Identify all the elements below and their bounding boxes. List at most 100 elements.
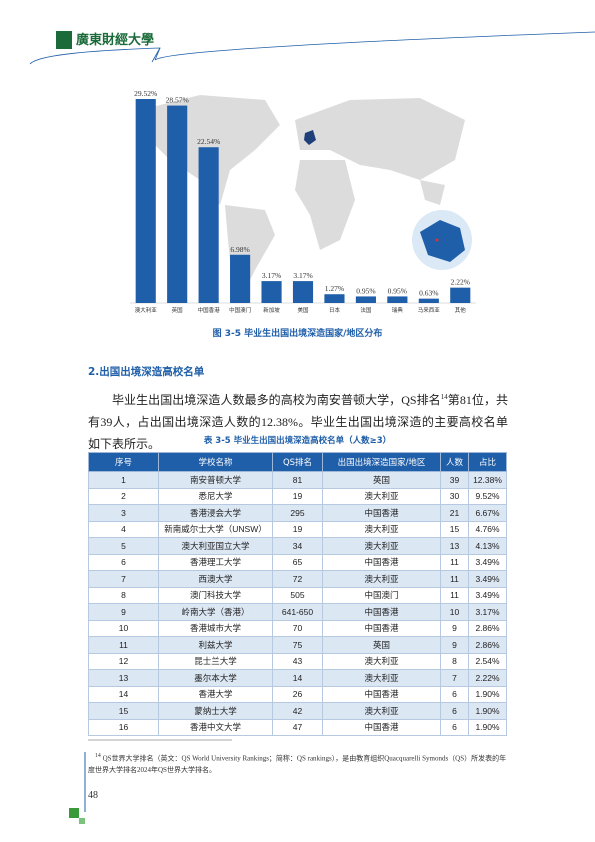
table-cell: 澳大利亚 <box>322 520 441 538</box>
table-row: 9 岭南大学（香港） 641-650 中国香港 10 3.17% <box>88 603 507 621</box>
table-cell: 21 <box>440 504 469 522</box>
table-cell: 11 <box>440 586 469 604</box>
table-row: 4 新南威尔士大学（UNSW） 19 澳大利亚 15 4.76% <box>88 520 507 538</box>
table-cell: 19 <box>272 520 323 538</box>
table-cell: 72 <box>272 570 323 588</box>
table-cell: 澳大利亚 <box>322 487 441 505</box>
table-cell: 70 <box>272 619 323 637</box>
table-cell: 6 <box>440 702 469 720</box>
table-cell: 3.49% <box>468 570 507 588</box>
table-cell: 13 <box>88 669 159 687</box>
table-cell: 11 <box>440 570 469 588</box>
world-map <box>140 95 465 300</box>
table-cell: 2.86% <box>468 619 507 637</box>
bar <box>418 298 439 303</box>
table-cell: 4 <box>88 520 159 538</box>
table-cell: 岭南大学（香港） <box>158 603 273 621</box>
table-cell: 新南威尔士大学（UNSW） <box>158 520 273 538</box>
value-label: 6.98% <box>230 245 249 254</box>
table-cell: 香港浸会大学 <box>158 504 273 522</box>
footnote-text: QS世界大学排名（英文：QS World University Rankings… <box>88 754 507 775</box>
corner-square <box>79 818 85 824</box>
table-cell: 43 <box>272 652 323 670</box>
column-header: 占比 <box>468 452 507 472</box>
x-tick-label: 其他 <box>455 306 467 314</box>
footnote: 14 QS世界大学排名（英文：QS World University Ranki… <box>88 750 508 776</box>
column-header: QS排名 <box>272 452 323 472</box>
table-cell: 中国香港 <box>322 718 441 736</box>
bar <box>135 99 156 303</box>
value-label: 3.17% <box>293 271 312 280</box>
value-label: 0.95% <box>388 286 407 295</box>
table-cell: 19 <box>272 487 323 505</box>
table-cell: 澳门科技大学 <box>158 586 273 604</box>
table-cell: 南安普顿大学 <box>158 471 273 489</box>
table-cell: 香港城市大学 <box>158 619 273 637</box>
table-cell: 西澳大学 <box>158 570 273 588</box>
table-cell: 6 <box>88 553 159 571</box>
table-cell: 香港理工大学 <box>158 553 273 571</box>
table-cell: 26 <box>272 685 323 703</box>
value-label: 0.95% <box>356 286 375 295</box>
table-cell: 4.13% <box>468 537 507 555</box>
footnote-ref: 14 <box>440 393 448 401</box>
page-number: 48 <box>88 790 98 801</box>
table-cell: 16 <box>88 718 159 736</box>
table-row: 7 西澳大学 72 澳大利亚 11 3.49% <box>88 570 507 588</box>
table-row: 16 香港中文大学 47 中国香港 6 1.90% <box>88 718 507 736</box>
table-cell: 42 <box>272 702 323 720</box>
table-cell: 4.76% <box>468 520 507 538</box>
table-cell: 8 <box>88 586 159 604</box>
value-label: 28.57% <box>166 96 189 105</box>
bar <box>167 105 188 304</box>
table-cell: 中国澳门 <box>322 586 441 604</box>
column-header: 出国出境深造国家/地区 <box>322 452 441 472</box>
table-cell: 47 <box>272 718 323 736</box>
table-cell: 295 <box>272 504 323 522</box>
table-cell: 中国香港 <box>322 504 441 522</box>
table-cell: 9.52% <box>468 487 507 505</box>
value-label: 22.54% <box>197 137 220 146</box>
table-cell: 蒙纳士大学 <box>158 702 273 720</box>
table-cell: 1.90% <box>468 685 507 703</box>
table-cell: 中国香港 <box>322 619 441 637</box>
table-cell: 2.86% <box>468 636 507 654</box>
text: 第81位，共有39人，占出国出境深造人数的12.38%。毕业生出国出境深造的主要… <box>88 393 508 451</box>
x-tick-label: 中国澳门 <box>229 306 251 314</box>
x-tick-label: 新加坡 <box>263 306 280 314</box>
column-header: 学校名称 <box>158 452 273 472</box>
table-cell: 5 <box>88 537 159 555</box>
bar <box>355 296 376 303</box>
x-tick-label: 英国 <box>172 306 184 314</box>
text: 毕业生出国出境深造人数最多的高校为南安普顿大学，QS排名 <box>112 393 441 407</box>
value-label: 29.52% <box>134 89 157 98</box>
section-heading: 2.出国出境深造高校名单 <box>88 366 205 378</box>
table-cell: 39 <box>440 471 469 489</box>
table-row: 10 香港城市大学 70 中国香港 9 2.86% <box>88 619 507 637</box>
table-cell: 1.90% <box>468 702 507 720</box>
table-cell: 中国香港 <box>322 603 441 621</box>
table-cell: 墨尔本大学 <box>158 669 273 687</box>
x-tick-label: 中国香港 <box>198 306 221 314</box>
table-cell: 澳大利亚 <box>322 702 441 720</box>
bar <box>230 254 251 303</box>
table-cell: 7 <box>88 570 159 588</box>
table-cell: 10 <box>88 619 159 637</box>
table-cell: 英国 <box>322 471 441 489</box>
header-curve <box>29 31 595 65</box>
table-cell: 悉尼大学 <box>158 487 273 505</box>
bar <box>450 287 471 303</box>
table-cell: 中国香港 <box>322 553 441 571</box>
column-header: 人数 <box>440 452 469 472</box>
paragraph: 毕业生出国出境深造人数最多的高校为南安普顿大学，QS排名14第81位，共有39人… <box>88 386 508 455</box>
table-cell: 10 <box>440 603 469 621</box>
header-line <box>151 47 161 63</box>
bar <box>324 294 345 303</box>
table-cell: 2.22% <box>468 669 507 687</box>
table-cell: 澳大利亚国立大学 <box>158 537 273 555</box>
table-cell: 11 <box>88 636 159 654</box>
table-cell: 2 <box>88 487 159 505</box>
table-cell: 香港中文大学 <box>158 718 273 736</box>
header-row: 序号 学校名称 QS排名 出国出境深造国家/地区 人数 占比 <box>88 452 507 472</box>
table-row: 15 蒙纳士大学 42 澳大利亚 6 1.90% <box>88 702 507 720</box>
